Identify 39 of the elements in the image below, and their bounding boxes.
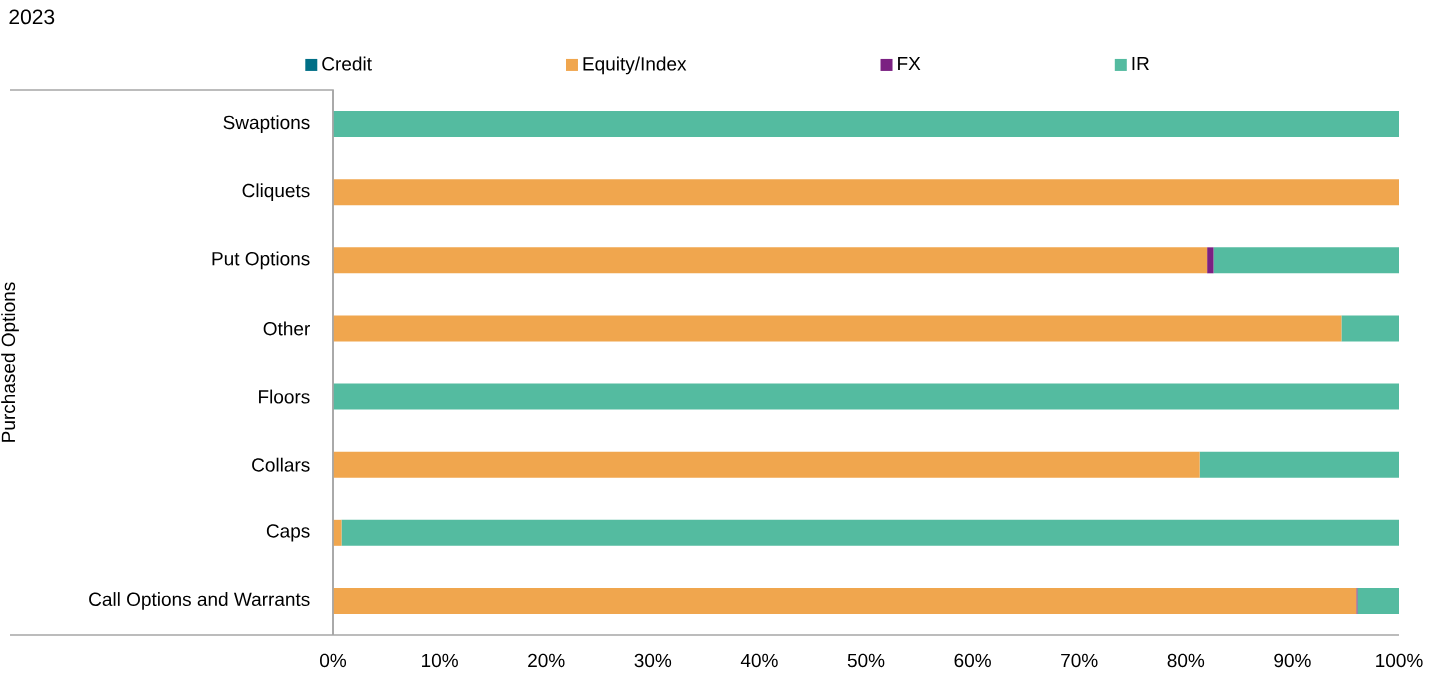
bar	[1213, 247, 1399, 274]
y-tick-label: Caps	[266, 524, 310, 542]
bar	[333, 519, 342, 546]
legend-label: FX	[898, 56, 921, 71]
bar	[333, 587, 1357, 614]
x-tick-label: 10%	[422, 653, 458, 668]
y-tick-label: Cliquets	[242, 183, 310, 202]
bar	[1357, 587, 1399, 614]
bar	[333, 383, 1399, 410]
y-tick-label: Collars	[252, 457, 310, 472]
y-tick-label: Call Options and Warrants	[89, 592, 310, 610]
x-tick-label: 30%	[634, 653, 672, 668]
bar	[333, 451, 1200, 478]
x-tick-label: 80%	[1167, 653, 1205, 668]
y-tick-label: Floors	[259, 389, 310, 404]
bar	[341, 519, 1399, 546]
x-tick-label: 20%	[528, 653, 565, 668]
legend-label: IR	[1132, 56, 1149, 71]
y-axis-title: Purchased Options	[1, 282, 19, 442]
legend-label: Credit	[322, 56, 372, 71]
bar	[333, 247, 1208, 274]
bar	[333, 111, 1399, 138]
x-tick-label: 50%	[847, 653, 885, 668]
bar	[1199, 451, 1399, 478]
bar	[1207, 247, 1214, 274]
y-tick-label: Swaptions	[223, 115, 310, 133]
x-tick-label: 100%	[1376, 653, 1423, 668]
bar	[1341, 315, 1399, 342]
x-tick-label: 60%	[954, 653, 991, 668]
text: 2023	[9, 9, 55, 25]
x-tick-label: 40%	[740, 653, 778, 668]
y-tick-label: Other	[263, 321, 310, 336]
legend-label: Equity/Index	[583, 56, 687, 75]
x-tick-label: 90%	[1274, 653, 1311, 668]
x-tick-label: 0%	[320, 653, 347, 668]
bar	[333, 179, 1399, 206]
y-tick-label: Put Options	[212, 251, 310, 270]
bar	[333, 315, 1342, 342]
x-tick-label: 70%	[1061, 653, 1098, 668]
